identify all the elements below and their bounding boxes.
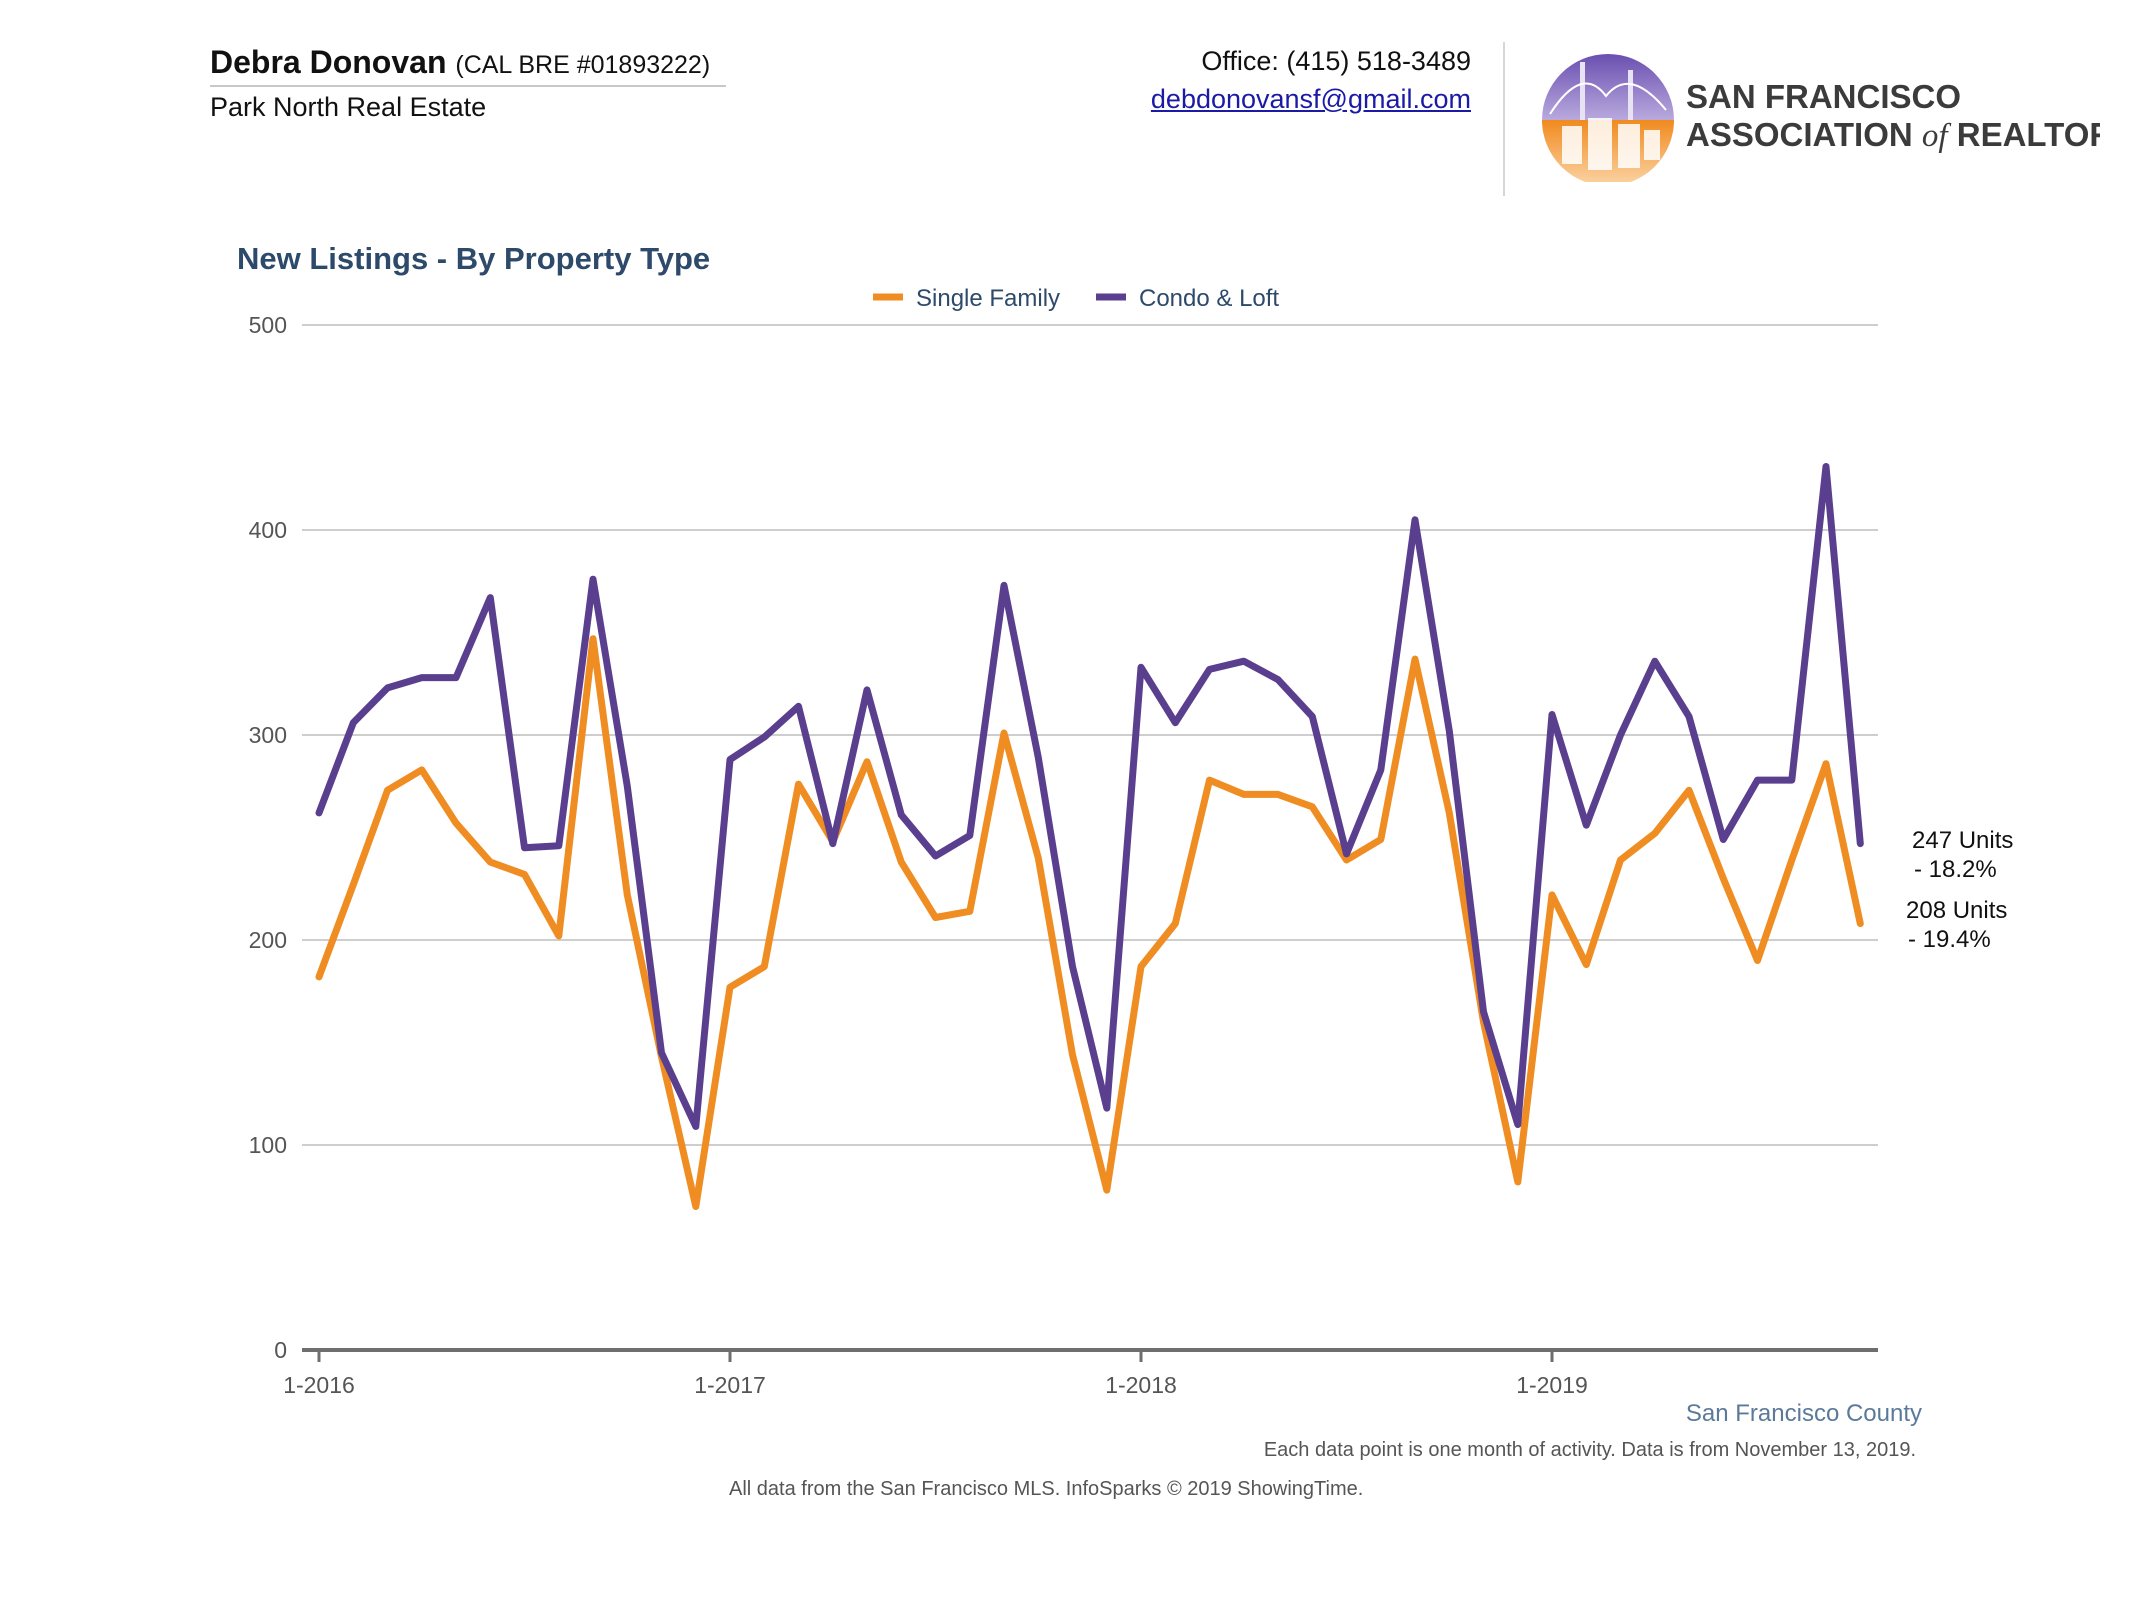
region-label: San Francisco County: [1686, 1400, 1922, 1427]
agent-company: Park North Real Estate: [210, 92, 487, 122]
legend-label: Condo & Loft: [1139, 285, 1279, 312]
email-link[interactable]: debdonovansf@gmail.com: [1150, 84, 1471, 114]
y-tick-label-500: 500: [249, 312, 287, 338]
logo-emblem-icon: [1542, 54, 1674, 182]
sfar-logo: SAN FRANCISCO ASSOCIATION of REALTORS®: [1542, 54, 2100, 182]
logo-line2-of: of: [1922, 118, 1952, 154]
agent-underline: [210, 85, 726, 87]
data-source: All data from the San Francisco MLS. Inf…: [729, 1478, 1363, 1500]
y-tick-label-200: 200: [249, 927, 287, 953]
x-tick-label: 1-2018: [1105, 1372, 1177, 1398]
agent-name-text: Debra Donovan: [210, 44, 447, 80]
header-divider: [1503, 42, 1505, 196]
x-axis: 1-2016 1-2017 1-2018 1-2019: [283, 1348, 1878, 1398]
y-tick-label-300: 300: [249, 722, 287, 748]
y-tick-label-0: 0: [274, 1337, 287, 1363]
data-note: Each data point is one month of activity…: [1264, 1439, 1916, 1461]
logo-line2: ASSOCIATION of REALTORS®: [1686, 116, 2100, 154]
logo-line2-association: ASSOCIATION: [1686, 116, 1913, 153]
series-line: [315, 635, 1864, 1210]
chart-series: [315, 463, 1864, 1210]
x-tick-label: 1-2019: [1516, 1372, 1588, 1398]
x-tick-label: 1-2016: [283, 1372, 355, 1398]
logo-line2-realtors: REALTORS: [1957, 116, 2100, 153]
y-tick-label-400: 400: [249, 517, 287, 543]
chart-grid: [302, 324, 1878, 1146]
x-tick-label: 1-2017: [694, 1372, 766, 1398]
legend-label: Single Family: [916, 285, 1060, 312]
y-tick-label-100: 100: [249, 1132, 287, 1158]
series-end-label: 247 Units - 18.2%: [1912, 827, 2013, 883]
end-labels: 247 Units - 18.2% 208 Units - 19.4%: [1906, 827, 2013, 953]
series-line: [315, 463, 1864, 1130]
logo-line1: SAN FRANCISCO: [1686, 78, 1961, 115]
chart-legend: Single Family Condo & Loft: [873, 285, 1279, 312]
chart-title: New Listings - By Property Type: [237, 241, 710, 276]
y-axis-ticks: 0 100 200 300 400 500: [249, 312, 287, 1363]
agent-name: Debra Donovan (CAL BRE #01893222): [210, 44, 710, 81]
agent-license: (CAL BRE #01893222): [455, 51, 711, 79]
series-end-label: 208 Units - 19.4%: [1906, 897, 2007, 953]
office-phone: Office: (415) 518-3489: [1201, 46, 1471, 76]
